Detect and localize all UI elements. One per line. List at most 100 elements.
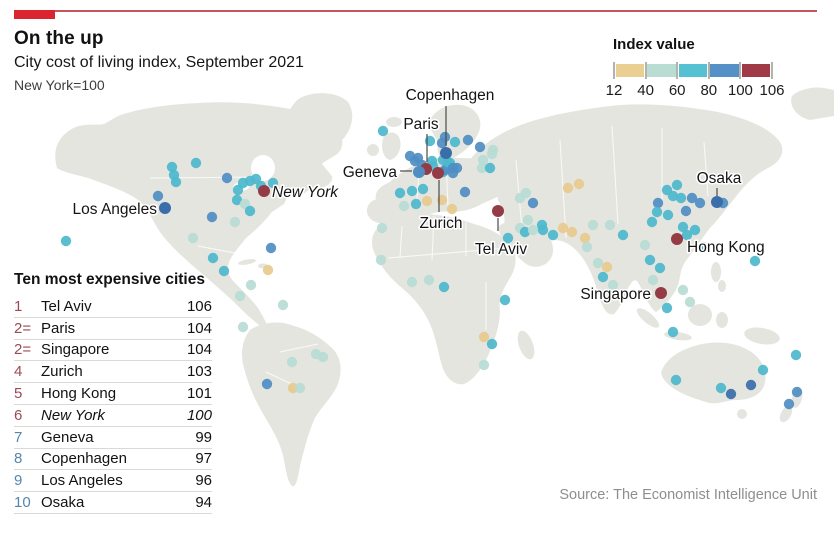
city-dot[interactable] bbox=[265, 242, 277, 254]
city-dot[interactable] bbox=[725, 388, 737, 400]
city-dot[interactable] bbox=[478, 331, 490, 343]
city-dot[interactable] bbox=[152, 190, 164, 202]
city-dot[interactable] bbox=[667, 190, 679, 202]
city-dot[interactable] bbox=[462, 134, 474, 146]
city-dot[interactable] bbox=[438, 281, 450, 293]
city-dot[interactable] bbox=[681, 229, 693, 241]
city-dot[interactable] bbox=[654, 262, 666, 274]
city-dot-geneva[interactable] bbox=[413, 166, 425, 178]
city-dot[interactable] bbox=[451, 162, 463, 174]
city-dot[interactable] bbox=[579, 232, 591, 244]
city-dot[interactable] bbox=[218, 265, 230, 277]
city-dot[interactable] bbox=[671, 179, 683, 191]
city-dot-hong-kong[interactable] bbox=[671, 233, 683, 245]
city-dot[interactable] bbox=[424, 135, 436, 147]
city-dot[interactable] bbox=[237, 321, 249, 333]
city-dot[interactable] bbox=[207, 252, 219, 264]
city-dot-zurich[interactable] bbox=[432, 167, 444, 179]
city-dot[interactable] bbox=[484, 162, 496, 174]
city-dot[interactable] bbox=[604, 219, 616, 231]
city-dot[interactable] bbox=[486, 338, 498, 350]
city-dot[interactable] bbox=[519, 226, 531, 238]
city-dot[interactable] bbox=[677, 284, 689, 296]
city-dot[interactable] bbox=[684, 296, 696, 308]
city-dot[interactable] bbox=[694, 197, 706, 209]
city-dot-copenhagen[interactable] bbox=[440, 147, 452, 159]
city-dot[interactable] bbox=[651, 206, 663, 218]
city-dot[interactable] bbox=[421, 195, 433, 207]
city-dot[interactable] bbox=[376, 222, 388, 234]
city-dot[interactable] bbox=[449, 136, 461, 148]
city-dot[interactable] bbox=[639, 239, 651, 251]
city-dot[interactable] bbox=[406, 185, 418, 197]
city-dot[interactable] bbox=[680, 205, 692, 217]
city-dot[interactable] bbox=[547, 229, 559, 241]
city-dot[interactable] bbox=[646, 216, 658, 228]
city-dot[interactable] bbox=[477, 154, 489, 166]
city-dot-new-york[interactable] bbox=[258, 185, 270, 197]
city-dot[interactable] bbox=[423, 274, 435, 286]
city-dot[interactable] bbox=[667, 326, 679, 338]
city-dot[interactable] bbox=[537, 224, 549, 236]
city-dot[interactable] bbox=[166, 161, 178, 173]
city-dot[interactable] bbox=[277, 299, 289, 311]
city-dot[interactable] bbox=[476, 162, 488, 174]
city-dot[interactable] bbox=[745, 379, 757, 391]
city-dot[interactable] bbox=[670, 374, 682, 386]
city-dot[interactable] bbox=[231, 194, 243, 206]
city-dot[interactable] bbox=[597, 271, 609, 283]
city-dot[interactable] bbox=[791, 386, 803, 398]
city-dot[interactable] bbox=[749, 255, 761, 267]
city-dot[interactable] bbox=[60, 235, 72, 247]
city-dot[interactable] bbox=[406, 276, 418, 288]
city-dot[interactable] bbox=[474, 141, 486, 153]
city-dot[interactable] bbox=[715, 382, 727, 394]
city-dot[interactable] bbox=[417, 183, 429, 195]
city-dot[interactable] bbox=[783, 398, 795, 410]
city-dot[interactable] bbox=[206, 211, 218, 223]
city-dot[interactable] bbox=[267, 177, 279, 189]
city-dot[interactable] bbox=[562, 182, 574, 194]
city-dot-los-angeles[interactable] bbox=[159, 202, 171, 214]
city-dot[interactable] bbox=[607, 279, 619, 291]
city-dot[interactable] bbox=[234, 290, 246, 302]
city-dot[interactable] bbox=[317, 351, 329, 363]
city-dot-singapore[interactable] bbox=[655, 287, 667, 299]
city-dot[interactable] bbox=[375, 254, 387, 266]
city-dot[interactable] bbox=[446, 203, 458, 215]
city-dot[interactable] bbox=[394, 187, 406, 199]
city-dot[interactable] bbox=[677, 221, 689, 233]
city-dot[interactable] bbox=[190, 157, 202, 169]
city-dot[interactable] bbox=[294, 382, 306, 394]
city-dot[interactable] bbox=[662, 209, 674, 221]
city-dot-osaka[interactable] bbox=[711, 196, 723, 208]
city-dot[interactable] bbox=[261, 378, 273, 390]
city-dot[interactable] bbox=[527, 197, 539, 209]
city-dot[interactable] bbox=[187, 232, 199, 244]
city-dot[interactable] bbox=[790, 349, 802, 361]
city-dot[interactable] bbox=[689, 224, 701, 236]
city-dot[interactable] bbox=[221, 172, 233, 184]
city-dot[interactable] bbox=[652, 197, 664, 209]
city-dot-tel-aviv[interactable] bbox=[492, 205, 504, 217]
city-dot[interactable] bbox=[647, 274, 659, 286]
city-dot[interactable] bbox=[245, 279, 257, 291]
city-dot[interactable] bbox=[459, 186, 471, 198]
city-dot[interactable] bbox=[757, 364, 769, 376]
city-dot[interactable] bbox=[377, 125, 389, 137]
city-dot[interactable] bbox=[398, 200, 410, 212]
city-dot[interactable] bbox=[592, 257, 604, 269]
city-dot[interactable] bbox=[601, 261, 613, 273]
city-dot[interactable] bbox=[686, 192, 698, 204]
city-dot[interactable] bbox=[439, 131, 451, 143]
city-dot[interactable] bbox=[557, 222, 569, 234]
city-dot[interactable] bbox=[502, 232, 514, 244]
city-dot[interactable] bbox=[644, 254, 656, 266]
city-dot[interactable] bbox=[478, 359, 490, 371]
city-dot[interactable] bbox=[487, 144, 499, 156]
city-dot[interactable] bbox=[436, 194, 448, 206]
city-dot[interactable] bbox=[527, 224, 539, 236]
city-dot[interactable] bbox=[262, 264, 274, 276]
city-dot[interactable] bbox=[581, 241, 593, 253]
city-dot[interactable] bbox=[617, 229, 629, 241]
